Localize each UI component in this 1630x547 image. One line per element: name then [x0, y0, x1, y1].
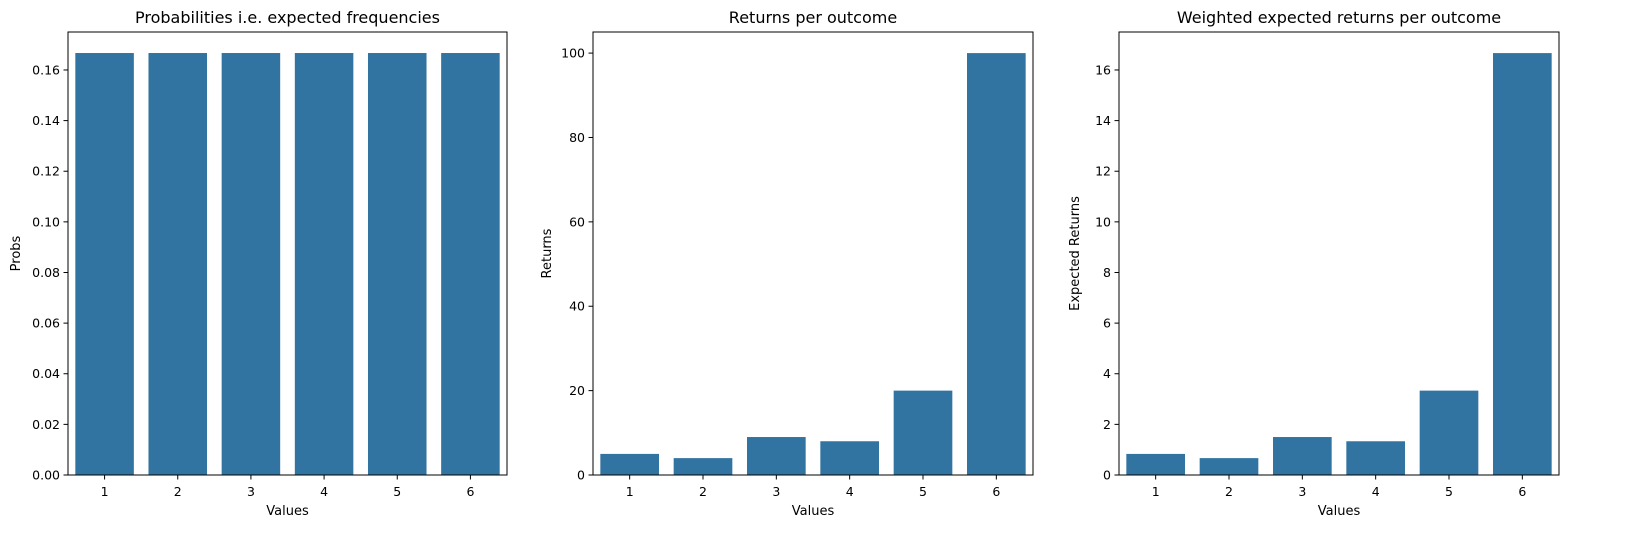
- y-tick-label: 12: [1095, 164, 1111, 179]
- bar-2: [673, 458, 733, 475]
- x-tick-label: 6: [992, 484, 1000, 499]
- x-axis-label: Values: [1318, 504, 1361, 519]
- y-tick-label: 0: [1103, 468, 1111, 483]
- y-tick-label: 16: [1095, 62, 1111, 77]
- y-axis-label: Returns: [540, 228, 555, 278]
- bar-5: [893, 390, 953, 475]
- bar-2: [1199, 458, 1259, 475]
- bar-4: [1346, 441, 1405, 475]
- chart-title: Weighted expected returns per outcome: [1177, 8, 1501, 27]
- bar-4: [820, 441, 879, 475]
- chart-title: Returns per outcome: [729, 8, 897, 27]
- x-tick-label: 1: [101, 484, 109, 499]
- chart-title: Probabilities i.e. expected frequencies: [135, 8, 440, 27]
- y-tick-label: 8: [1103, 265, 1111, 280]
- x-tick-label: 5: [393, 484, 401, 499]
- y-tick-label: 20: [569, 383, 585, 398]
- x-axis-label: Values: [266, 504, 309, 519]
- x-tick-label: 2: [699, 484, 707, 499]
- bar-4: [294, 53, 354, 475]
- x-tick-label: 6: [466, 484, 474, 499]
- bar-1: [600, 453, 659, 475]
- y-tick-label: 2: [1103, 417, 1111, 432]
- bar-1: [1126, 453, 1185, 475]
- y-axis-label: Probs: [9, 235, 24, 271]
- y-tick-label: 10: [1095, 214, 1111, 229]
- x-tick-label: 4: [846, 484, 854, 499]
- y-tick-label: 0.04: [32, 366, 60, 381]
- x-tick-label: 3: [772, 484, 780, 499]
- x-axis-label: Values: [792, 504, 835, 519]
- y-tick-label: 0.10: [32, 214, 60, 229]
- bar-6: [441, 53, 500, 475]
- bar-3: [221, 53, 281, 475]
- chart-panel-1: 1 2 3 4 5 6 0.00 0.02 0.04 0.06 0.08 0.10 0.12 0.14 0.…: [9, 8, 508, 519]
- y-tick-label: 80: [569, 130, 585, 145]
- x-tick-label: 2: [1225, 484, 1233, 499]
- x-tick-label: 3: [1298, 484, 1306, 499]
- y-tick-label: 0.12: [32, 164, 60, 179]
- axes-frame: [1118, 31, 1560, 476]
- x-tick-label: 6: [1518, 484, 1526, 499]
- axes-frame: [592, 31, 1034, 476]
- y-tick-label: 0.16: [32, 62, 60, 77]
- y-tick-label: 0.02: [32, 417, 60, 432]
- bar-5: [1419, 390, 1479, 475]
- bar-6: [1493, 53, 1552, 476]
- y-tick-label: 60: [569, 214, 585, 229]
- bar-2: [148, 53, 208, 475]
- y-tick-label: 4: [1103, 366, 1111, 381]
- y-tick-label: 6: [1103, 316, 1111, 331]
- y-tick-label: 0.08: [32, 265, 60, 280]
- x-tick-label: 4: [320, 484, 328, 499]
- y-tick-label: 40: [569, 299, 585, 314]
- x-tick-label: 1: [1152, 484, 1160, 499]
- bar-3: [747, 437, 806, 475]
- axes-frame: [67, 31, 508, 476]
- x-tick-label: 1: [626, 484, 634, 499]
- x-tick-label: 4: [1372, 484, 1380, 499]
- y-tick-label: 0.14: [32, 113, 60, 128]
- bar-5: [367, 53, 427, 475]
- bar-6: [967, 53, 1026, 475]
- y-tick-label: 0: [577, 468, 585, 483]
- x-tick-label: 5: [1445, 484, 1453, 499]
- bar-3: [1273, 437, 1332, 475]
- bar-1: [75, 53, 134, 475]
- x-tick-label: 5: [919, 484, 927, 499]
- y-tick-label: 14: [1095, 113, 1111, 128]
- x-tick-label: 3: [247, 484, 255, 499]
- y-tick-label: 0.00: [32, 468, 60, 483]
- y-tick-label: 100: [561, 46, 585, 61]
- y-tick-label: 0.06: [32, 316, 60, 331]
- x-tick-label: 2: [174, 484, 182, 499]
- y-axis-label: Expected Returns: [1068, 196, 1083, 311]
